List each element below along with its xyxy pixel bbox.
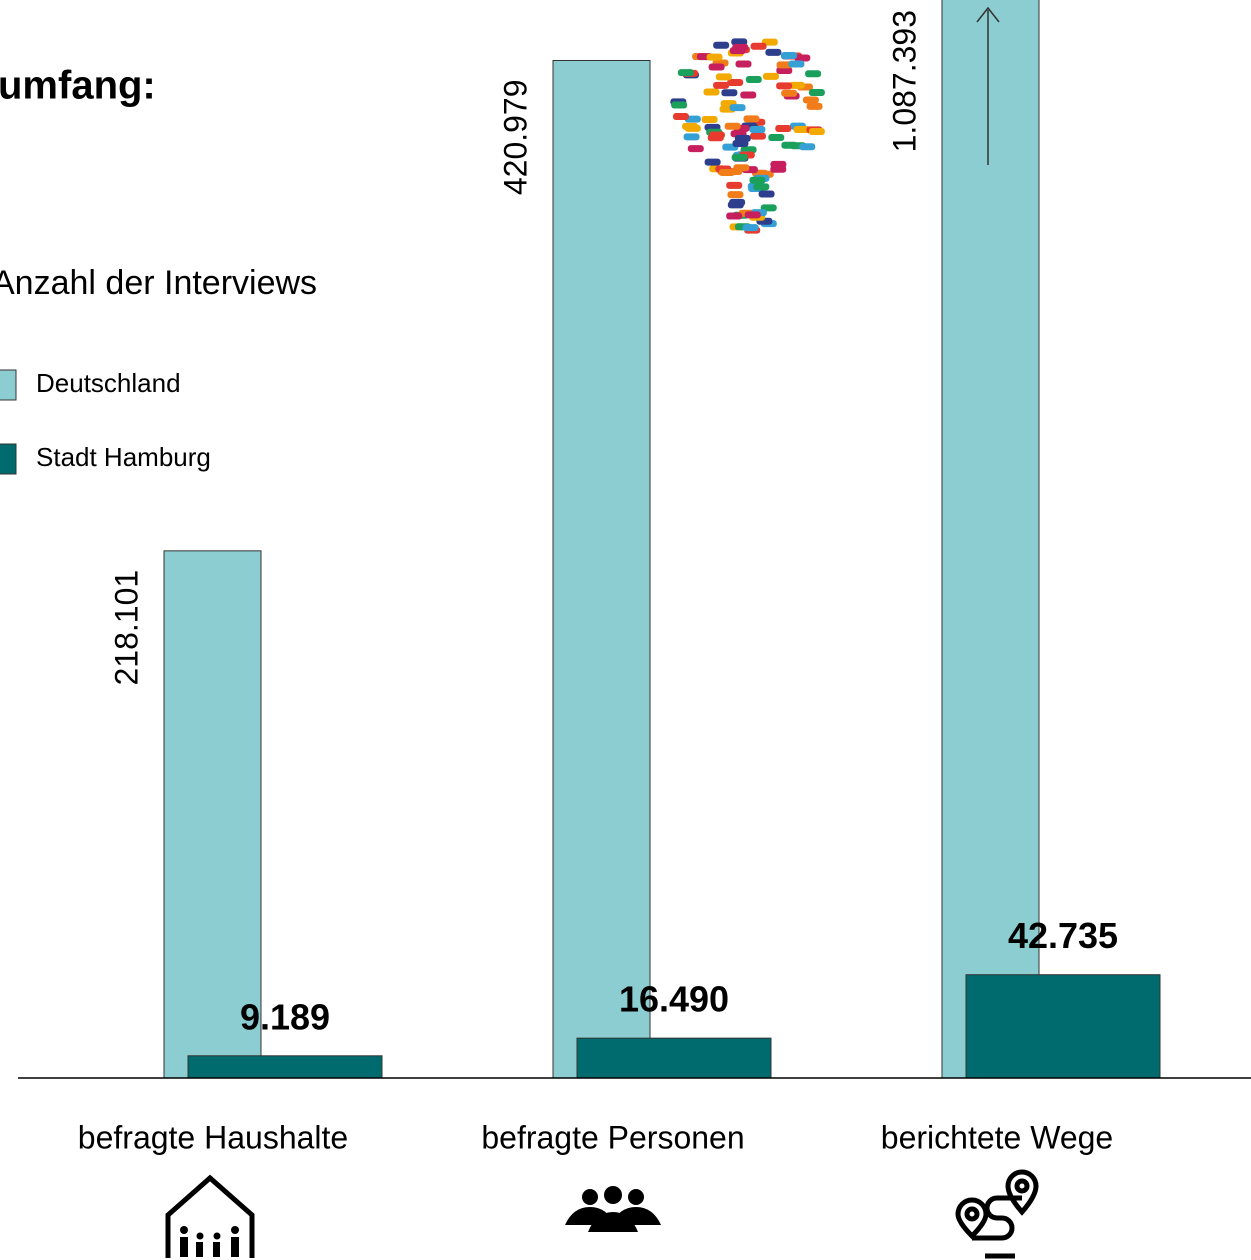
icon-glyph [729, 198, 746, 206]
icon-glyph [762, 72, 779, 80]
data-label: 1.087.393 [886, 10, 922, 152]
icon-glyph [671, 101, 688, 109]
icon-glyph [682, 122, 699, 130]
icon-glyph [706, 53, 723, 61]
icon-glyph [726, 212, 743, 220]
household-icon [165, 1174, 255, 1258]
icon-glyph [742, 224, 759, 232]
icon-glyph [770, 160, 787, 168]
data-label: 218.101 [108, 570, 144, 686]
icon-glyph [794, 54, 811, 62]
icon-glyph [713, 41, 730, 49]
legend-swatch [0, 443, 17, 475]
chart-subtitle: Anzahl der Interviews [0, 264, 317, 302]
icon-glyph [701, 115, 718, 123]
bar [187, 1055, 383, 1078]
icon-glyph [765, 48, 782, 56]
icon-glyph [740, 91, 757, 99]
icon-glyph [806, 102, 823, 110]
icon-glyph [703, 88, 720, 96]
icon-glyph [758, 190, 775, 198]
icon-glyph [708, 131, 725, 139]
icon-glyph [749, 176, 766, 184]
legend: Deutschland Stadt Hamburg [0, 368, 211, 475]
icon-glyph [704, 158, 721, 166]
x-tick-label: berichtete Wege [881, 1119, 1113, 1155]
icon-glyph [808, 128, 825, 136]
icon-glyph [743, 115, 760, 123]
icon-glyph [781, 52, 798, 60]
icon-glyph [745, 76, 762, 84]
bar [552, 59, 651, 1078]
icon-glyph [727, 191, 744, 199]
icon-glyph [788, 81, 805, 89]
icon-glyph [776, 82, 793, 90]
icon-glyph [726, 181, 743, 189]
icon-glyph [735, 60, 752, 68]
icon-glyph [677, 69, 694, 77]
icon-glyph [776, 66, 793, 74]
icon-glyph [753, 183, 770, 191]
icon-glyph [802, 96, 819, 104]
bar [965, 974, 1161, 1078]
icon-glyph [781, 89, 798, 97]
icon-glyph [687, 145, 704, 153]
icon-glyph [808, 89, 825, 97]
icon-glyph [805, 70, 822, 78]
icon-glyph [718, 168, 735, 176]
data-label: 42.735 [1008, 915, 1118, 956]
icon-glyph [672, 113, 689, 121]
bar [941, 0, 1040, 1078]
germany-mobility-icon [670, 38, 825, 234]
icon-glyph [768, 134, 785, 142]
data-label: 16.490 [619, 979, 729, 1020]
icon-glyph [715, 73, 732, 81]
data-label: 420.979 [497, 79, 533, 195]
icon-glyph [713, 81, 730, 89]
chart-title: umfang: [0, 64, 156, 108]
icon-glyph [727, 78, 744, 86]
legend-label: Deutschland [36, 368, 181, 398]
icon-glyph [799, 143, 816, 151]
icon-glyph [788, 60, 805, 68]
icon-glyph [744, 211, 761, 219]
bar [576, 1037, 772, 1078]
icon-glyph [731, 38, 748, 46]
icon-glyph [732, 43, 749, 51]
x-tick-label: befragte Haushalte [78, 1119, 348, 1155]
legend-swatch [0, 369, 17, 401]
overflow-arrowhead [976, 6, 1000, 23]
icon-glyph [721, 89, 738, 97]
icon-glyph [724, 122, 741, 130]
icon-glyph [775, 125, 792, 133]
icon-glyph [750, 42, 767, 50]
icon-glyph [729, 104, 746, 112]
icon-glyph [731, 153, 748, 161]
route-icon [955, 1169, 1039, 1259]
legend-label: Stadt Hamburg [36, 442, 211, 472]
plot [163, 0, 1161, 1078]
icon-glyph [793, 125, 810, 133]
icon-glyph [749, 132, 766, 140]
data-label: 9.189 [240, 996, 330, 1037]
icon-glyph [749, 125, 766, 133]
icon-glyph [708, 63, 725, 71]
people-icon [565, 1186, 661, 1232]
bar [163, 550, 262, 1078]
icon-glyph [733, 164, 750, 172]
x-tick-label: befragte Personen [481, 1119, 744, 1155]
icon-glyph [683, 133, 700, 141]
icon-glyph [734, 134, 751, 142]
